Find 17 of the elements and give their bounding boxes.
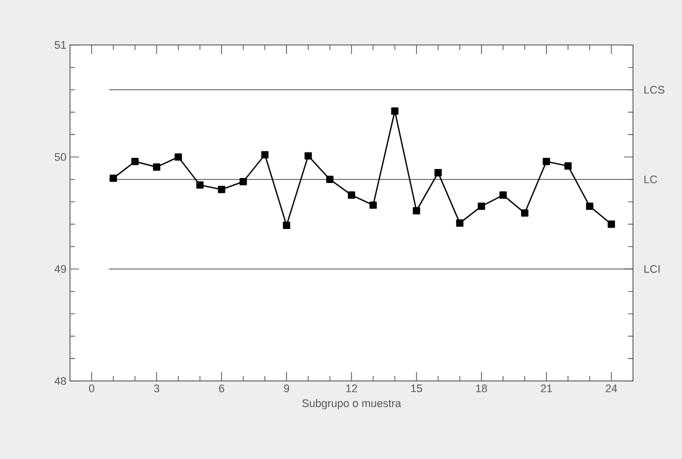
y-tick-label: 50 <box>54 153 66 161</box>
x-tick-label: 3 <box>154 384 160 392</box>
y-tick-label: 48 <box>54 377 66 385</box>
x-tick-label: 6 <box>219 384 224 392</box>
ref-line-label: LCI <box>644 265 660 273</box>
x-tick-label: 21 <box>540 384 552 392</box>
x-tick-label: 9 <box>284 384 290 392</box>
x-tick-label: 24 <box>606 384 618 392</box>
x-axis-title: Subgrupo o muestra <box>302 399 402 410</box>
ref-line-label: LC <box>644 176 658 184</box>
y-tick-label: 49 <box>54 265 66 273</box>
ref-line-label: LCS <box>644 86 664 94</box>
y-tick-label: 51 <box>54 41 66 49</box>
x-tick-label: 18 <box>476 384 488 392</box>
x-tick-label: 15 <box>411 384 422 392</box>
x-tick-label: 0 <box>89 384 94 392</box>
x-tick-label: 12 <box>346 384 358 392</box>
